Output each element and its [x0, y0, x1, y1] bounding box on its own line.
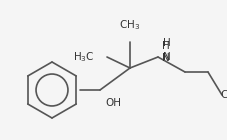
Text: H$_3$C: H$_3$C: [73, 50, 95, 64]
Text: H
N: H N: [162, 41, 170, 63]
Text: CH$_3$: CH$_3$: [220, 88, 227, 102]
Text: H: H: [163, 38, 171, 48]
Text: OH: OH: [105, 98, 121, 108]
Text: CH$_3$: CH$_3$: [119, 18, 141, 32]
Text: N: N: [163, 52, 171, 62]
